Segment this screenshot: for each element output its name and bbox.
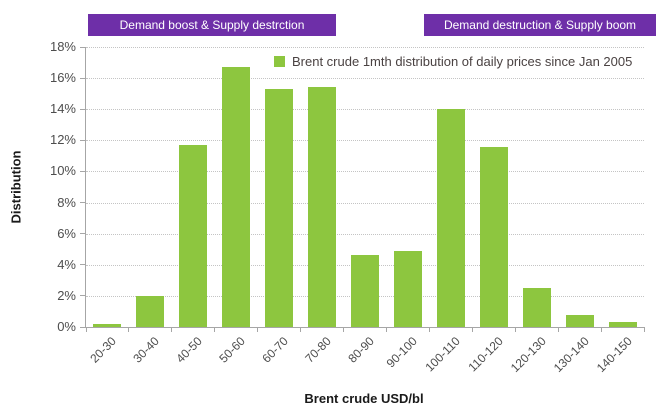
x-axis-tick-label: 140-150 [593, 334, 635, 376]
x-axis-tick-label: 120-130 [507, 334, 549, 376]
x-axis-tick [128, 327, 130, 332]
gridline-12 [86, 140, 644, 142]
gridline-18 [86, 47, 644, 48]
gridline-10 [86, 171, 644, 173]
x-axis-tick [600, 327, 602, 332]
x-axis-tick [257, 327, 259, 332]
bar-100-110 [436, 109, 465, 327]
x-axis-tick [85, 327, 87, 332]
bar-30-40 [136, 295, 165, 327]
y-axis-tick-label: 6% [57, 225, 76, 241]
y-axis-tick [80, 202, 86, 204]
gridline-8 [86, 202, 644, 204]
x-axis-tick [385, 327, 387, 332]
y-axis-tick-label: 10% [49, 163, 76, 179]
y-axis-tick-label: 16% [49, 70, 76, 86]
x-axis-tick-label: 130-140 [550, 334, 592, 376]
plot-area: Brent crude 1mth distribution of daily p… [50, 39, 645, 375]
y-axis-tick [80, 264, 86, 266]
x-axis-tick-label: 20-30 [87, 334, 120, 366]
gridline-6 [86, 233, 644, 235]
x-axis-tick [343, 327, 345, 332]
x-axis-tick-label: 50-60 [216, 334, 249, 366]
legend: Brent crude 1mth distribution of daily p… [274, 54, 632, 69]
bar-60-70 [265, 89, 294, 327]
y-axis-tick-label: 4% [57, 256, 76, 272]
x-axis-tick [214, 327, 216, 332]
bar-110-120 [479, 146, 508, 327]
x-axis-tick [557, 327, 559, 332]
gridline-14 [86, 109, 644, 111]
bar-140-150 [608, 322, 637, 327]
x-axis-tick-label: 80-90 [345, 334, 377, 366]
x-axis-tick-label: 40-50 [173, 334, 206, 366]
y-axis-tick-label: 14% [49, 101, 76, 117]
x-axis-tick [471, 327, 473, 332]
bar-80-90 [351, 255, 379, 327]
y-axis-tick-label: 12% [49, 132, 76, 148]
gridline-16 [86, 78, 644, 80]
y-axis-tick-label: 18% [49, 39, 76, 54]
x-axis-tick-label: 70-80 [302, 334, 334, 366]
banner-demand-destruction-supply-boom: Demand destruction & Supply boom [424, 14, 656, 36]
bar-130-140 [565, 314, 594, 327]
y-axis-tick [80, 139, 86, 141]
x-axis-tick [300, 327, 302, 332]
x-axis-tick [514, 327, 516, 332]
x-axis-title: Brent crude USD/bl [304, 391, 424, 406]
y-axis-tick [80, 46, 86, 48]
bar-50-60 [222, 67, 251, 327]
x-axis-tick-label: 110-120 [465, 334, 506, 375]
y-axis-title: Distribution [8, 150, 24, 224]
legend-swatch-icon [274, 56, 285, 67]
y-axis-tick-label: 2% [57, 287, 76, 303]
y-axis-tick-label: 0% [57, 319, 76, 334]
bar-70-80 [308, 87, 337, 327]
x-axis-tick-label: 60-70 [259, 334, 292, 366]
x-axis-tick [171, 327, 173, 332]
y-axis-tick [80, 77, 86, 79]
y-axis-tick [80, 233, 86, 235]
bar-120-130 [522, 288, 551, 327]
x-axis-tick [428, 327, 430, 332]
bar-90-100 [393, 250, 422, 327]
x-axis-tick-label: 30-40 [130, 334, 163, 366]
y-axis-tick [80, 170, 86, 172]
y-axis-tick [80, 295, 86, 297]
bar-20-30 [93, 323, 122, 327]
banner-demand-boost-supply-destruction: Demand boost & Supply destrction [88, 14, 336, 36]
y-axis-tick-label: 8% [57, 194, 76, 210]
x-axis-tick-label: 100-110 [422, 334, 463, 375]
x-axis-tick [643, 327, 645, 332]
x-axis-tick-label: 90-100 [383, 334, 420, 371]
legend-label: Brent crude 1mth distribution of daily p… [292, 54, 633, 69]
y-axis-tick [80, 108, 86, 110]
y-axis-tick [80, 326, 86, 328]
bar-40-50 [179, 145, 208, 327]
